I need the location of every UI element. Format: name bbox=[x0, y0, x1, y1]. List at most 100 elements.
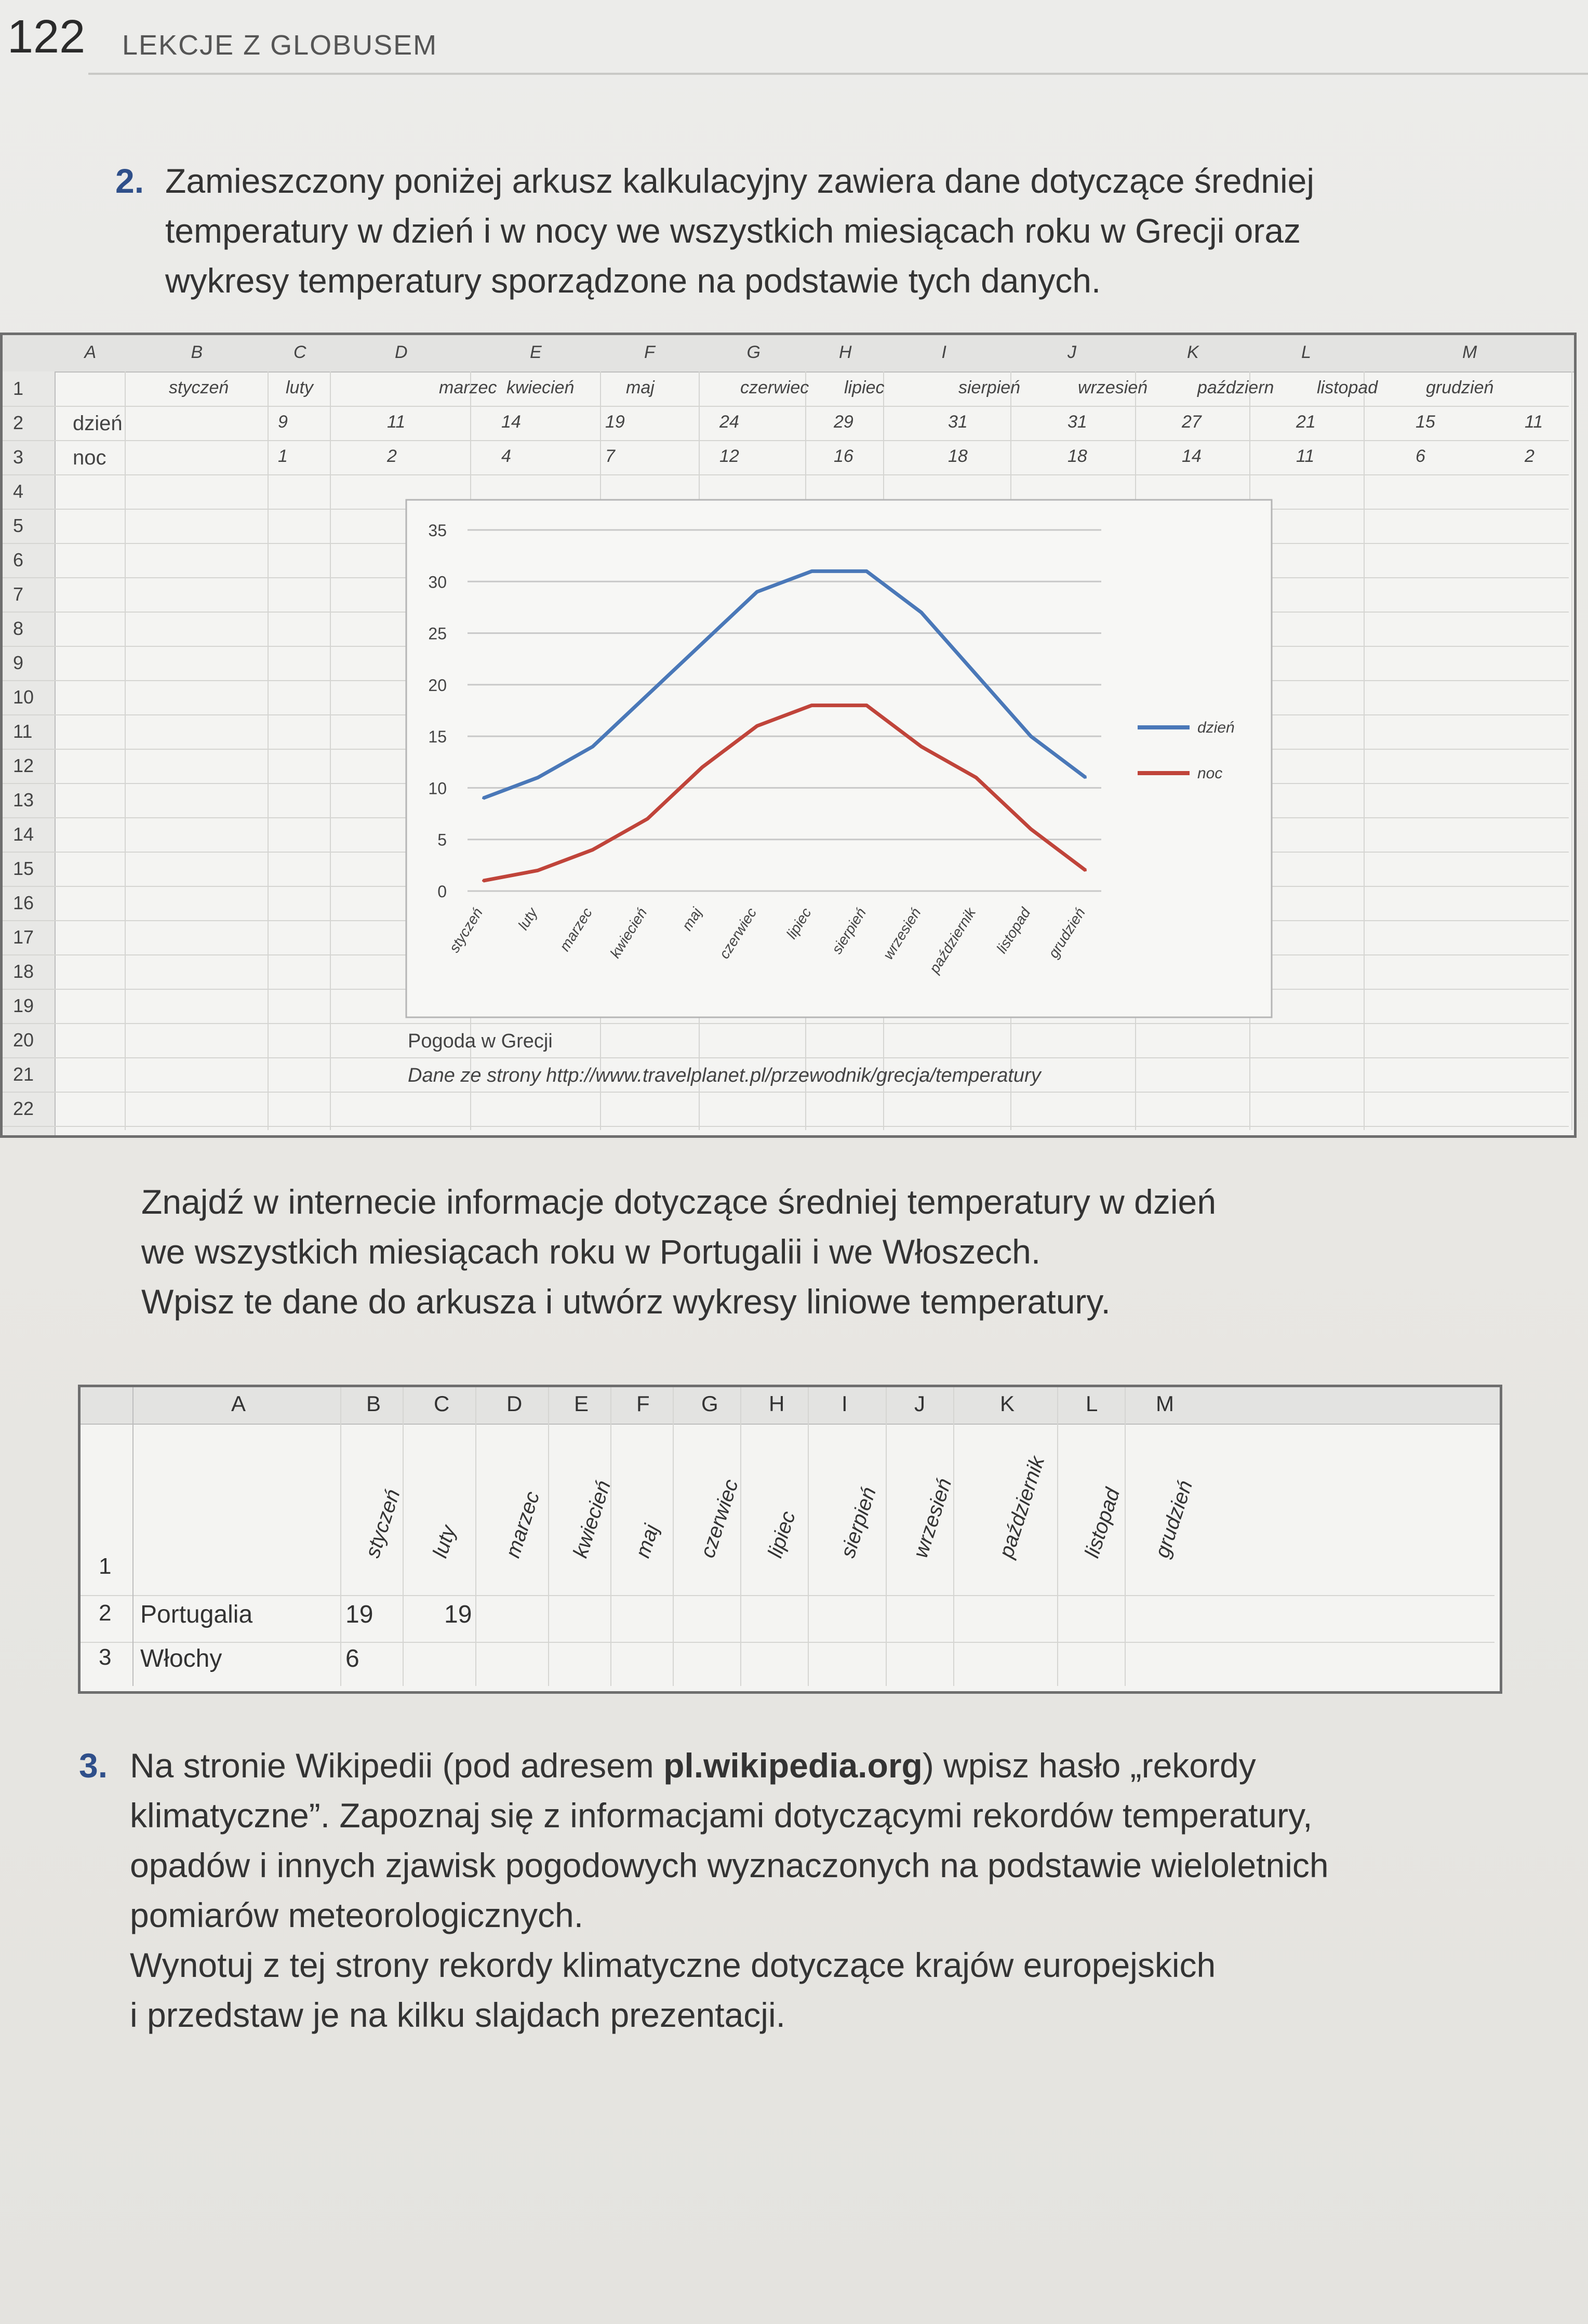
row-gridline bbox=[3, 1126, 1569, 1127]
column-letter: M bbox=[1156, 1391, 1174, 1416]
chart-caption: Pogoda w Grecji bbox=[408, 1030, 553, 1052]
data-cell: 19 bbox=[345, 1601, 373, 1628]
row-label: noc bbox=[73, 446, 106, 469]
column-letter: J bbox=[1067, 342, 1076, 362]
row-number: 3 bbox=[99, 1644, 112, 1670]
data-cell: 1 bbox=[278, 446, 288, 466]
data-cell: 12 bbox=[719, 446, 739, 466]
row-gridline bbox=[3, 1057, 1569, 1058]
month-header-cell: lipiec bbox=[844, 378, 885, 397]
data-point bbox=[920, 746, 923, 748]
row-label: dzień bbox=[73, 412, 123, 435]
row-number: 4 bbox=[13, 481, 24, 502]
data-point bbox=[756, 591, 758, 593]
legend-label: noc bbox=[1197, 765, 1222, 782]
month-header-cell: listopad bbox=[1317, 378, 1378, 397]
row-number: 13 bbox=[13, 789, 34, 811]
task-3-number: 3. bbox=[79, 1746, 108, 1785]
column-letter: F bbox=[644, 342, 655, 362]
data-point bbox=[1030, 828, 1032, 830]
task-3-text-pre: Na stronie Wikipedii (pod adresem bbox=[130, 1746, 664, 1785]
task-2-intro: Zamieszczony poniżej arkusz kalkulacyjny… bbox=[165, 162, 1315, 300]
column-letter: K bbox=[1000, 1391, 1015, 1416]
data-cell: 18 bbox=[1067, 446, 1087, 466]
data-cell: 11 bbox=[387, 412, 406, 432]
row-header-divider bbox=[132, 1387, 134, 1686]
row-number: 17 bbox=[13, 926, 34, 948]
row-number: 1 bbox=[13, 378, 24, 399]
data-point bbox=[1085, 869, 1087, 872]
data-cell: 11 bbox=[1296, 446, 1315, 466]
column-letter: H bbox=[769, 1391, 785, 1416]
y-tick-label: 15 bbox=[428, 727, 447, 746]
column-gridline bbox=[610, 1387, 611, 1686]
column-gridline bbox=[953, 1387, 954, 1686]
column-gridline bbox=[475, 1387, 476, 1686]
row-number: 6 bbox=[13, 549, 24, 570]
column-header-bar bbox=[3, 335, 1574, 373]
row-number: 1 bbox=[99, 1553, 112, 1579]
column-letter: I bbox=[941, 342, 946, 362]
data-point bbox=[701, 766, 703, 768]
row-gridline bbox=[3, 440, 1569, 441]
data-point bbox=[646, 818, 649, 820]
data-point bbox=[537, 869, 539, 872]
column-letter: L bbox=[1086, 1391, 1098, 1416]
data-cell: 19 bbox=[605, 412, 625, 432]
data-cell: 19 bbox=[444, 1601, 472, 1628]
row-number: 21 bbox=[13, 1064, 34, 1085]
data-point bbox=[810, 704, 813, 707]
row-gridline bbox=[81, 1642, 1494, 1643]
column-letter: L bbox=[1301, 342, 1311, 362]
month-header-cell: sierpień bbox=[958, 378, 1021, 397]
month-header-cell: czerwiec bbox=[740, 378, 809, 397]
column-gridline bbox=[808, 1387, 809, 1686]
data-source: Dane ze strony http://www.travelplanet.p… bbox=[408, 1065, 1041, 1086]
column-letter: B bbox=[191, 342, 203, 362]
column-letter: D bbox=[395, 342, 408, 362]
month-header-cell: czerwiec bbox=[696, 1477, 743, 1561]
month-header-cell: grudzień bbox=[1151, 1478, 1197, 1561]
row-number: 3 bbox=[13, 446, 24, 468]
column-letter: C bbox=[293, 342, 306, 362]
month-header-cell: marzec bbox=[439, 378, 497, 397]
row-label: Portugalia bbox=[140, 1601, 253, 1628]
data-cell: 6 bbox=[1416, 446, 1425, 466]
data-cell: 2 bbox=[387, 446, 397, 466]
series-line-dzień bbox=[482, 569, 1087, 800]
row-number: 11 bbox=[13, 721, 33, 742]
y-tick-label: 10 bbox=[428, 779, 447, 798]
month-header-cell: maj bbox=[626, 378, 655, 397]
row-number: 2 bbox=[13, 412, 24, 433]
series-line-noc bbox=[483, 703, 1087, 883]
column-gridline bbox=[1125, 1387, 1126, 1686]
month-header-cell: październik bbox=[995, 1453, 1049, 1561]
data-cell: 27 bbox=[1182, 412, 1202, 432]
row-number: 12 bbox=[13, 755, 34, 776]
column-letter: E bbox=[574, 1391, 589, 1416]
column-letter: C bbox=[434, 1391, 450, 1416]
running-header: LEKCJE Z GLOBUSEM bbox=[122, 30, 438, 61]
data-point bbox=[865, 570, 868, 573]
row-number: 8 bbox=[13, 618, 24, 639]
data-cell: 14 bbox=[501, 412, 521, 432]
column-gridline bbox=[125, 371, 126, 1130]
data-point bbox=[920, 611, 923, 614]
data-cell: 29 bbox=[834, 412, 853, 432]
y-tick-label: 35 bbox=[428, 521, 447, 540]
data-cell: 31 bbox=[1067, 412, 1087, 432]
y-tick-label: 25 bbox=[428, 625, 447, 643]
row-gridline bbox=[81, 1595, 1494, 1596]
task-2-instructions: Znajdź w internecie informacje dotyczące… bbox=[141, 1183, 1216, 1321]
row-number: 20 bbox=[13, 1029, 34, 1051]
data-point bbox=[482, 797, 484, 800]
data-cell: 11 bbox=[1525, 412, 1543, 432]
column-letter: A bbox=[231, 1391, 246, 1416]
column-letter: J bbox=[914, 1391, 925, 1416]
data-point bbox=[537, 776, 539, 779]
column-gridline bbox=[1571, 371, 1572, 1130]
data-cell: 31 bbox=[948, 412, 968, 432]
column-letter: A bbox=[84, 342, 97, 362]
legend-label: dzień bbox=[1197, 719, 1235, 736]
